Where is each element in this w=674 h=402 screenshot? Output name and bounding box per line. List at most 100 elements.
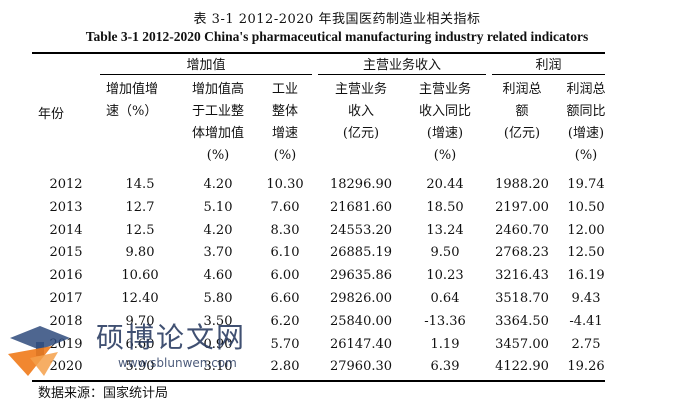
cell-industry-growth: 6.00 [270,268,300,284]
cell-revenue-yoy: 10.23 [426,268,464,284]
source-note: 数据来源：国家统计局 [38,386,169,401]
cell-profit: 2460.70 [495,222,549,238]
cell-revenue-yoy: 1.19 [430,336,460,352]
cell-year: 2018 [49,313,83,329]
cell-added-value-growth: 10.60 [121,268,159,284]
cell-profit: 2768.23 [495,245,549,261]
cell-revenue: 29635.86 [329,268,393,284]
table-row: 2018 9.70 3.50 6.20 25840.00 -13.36 3364.50 -4.… [0,311,674,333]
header-revenue: 主营业务 收入 (亿元) [334,82,387,141]
cell-profit-yoy: 2.75 [571,336,601,352]
cell-profit: 3457.00 [495,336,549,352]
cell-industry-growth: 7.60 [270,199,300,215]
cell-added-value-over-industry: 0.90 [203,336,233,352]
cell-year: 2020 [49,359,83,375]
cell-revenue: 27960.30 [329,359,393,375]
cell-revenue-yoy: 13.24 [426,222,464,238]
cell-revenue-yoy: 0.64 [430,291,460,306]
top-rule [32,52,605,54]
cell-year: 2014 [49,222,83,238]
group-header-added-value: 增加值 [186,58,226,73]
table-row: 2019 6.60 0.90 5.70 26147.40 1.19 3457.00 2.75 [0,334,674,356]
bottom-rule [32,380,605,382]
header-profit: 利润总 额 (亿元) [502,82,542,141]
cell-year: 2015 [49,245,83,261]
cell-added-value-over-industry: 5.80 [203,291,233,306]
cell-revenue: 18296.90 [329,177,393,192]
cell-revenue: 21681.60 [329,199,393,215]
header-industry-growth: 工业 整体 增速 (%) [271,82,298,163]
cell-profit: 2197.00 [495,199,549,215]
cell-revenue-yoy: 20.44 [426,177,464,192]
table-row: 2017 12.40 5.80 6.60 29826.00 0.64 3518.70 9.43 [0,288,674,310]
cell-profit: 1988.20 [495,177,549,192]
cell-added-value-over-industry: 3.70 [203,245,233,261]
cell-added-value-over-industry: 3.10 [203,359,233,375]
header-profit-yoy: 利润总 额同比 (增速) (%) [566,82,606,163]
cell-added-value-growth: 12.7 [125,199,155,215]
cell-profit: 3364.50 [495,313,549,329]
cell-added-value-over-industry: 5.10 [203,199,233,215]
cell-revenue: 25840.00 [329,313,393,329]
cell-added-value-growth: 5.90 [125,359,155,375]
cell-year: 2016 [49,268,83,284]
header-added-value-over-industry: 增加值高 于工业整 体增加值 (%) [191,82,244,163]
cell-year: 2019 [49,336,83,352]
cell-industry-growth: 2.80 [270,359,300,375]
table-row: 2014 12.5 4.20 8.30 24553.20 13.24 2460.70 12.0… [0,220,674,242]
cell-revenue-yoy: 18.50 [426,199,464,215]
cell-added-value-growth: 14.5 [125,177,155,192]
cell-profit-yoy: 12.00 [567,222,605,238]
cell-revenue-yoy: -13.36 [424,313,466,329]
cell-industry-growth: 8.30 [270,222,300,238]
group-rule-added-value [100,74,312,75]
cell-industry-growth: 6.60 [270,291,300,306]
watermark-text: 硕博论文网 [96,321,247,354]
group-header-revenue: 主营业务收入 [362,58,441,73]
cell-profit-yoy: -4.41 [569,313,603,329]
group-header-profit: 利润 [535,58,562,73]
cell-revenue: 26885.19 [329,245,393,261]
cell-industry-growth: 10.30 [266,177,304,192]
cell-revenue: 24553.20 [329,222,393,238]
cell-revenue-yoy: 9.50 [430,245,460,261]
group-rule-profit [492,74,605,75]
cell-profit: 4122.90 [495,359,549,375]
table-row: 2016 10.60 4.60 6.00 29635.86 10.23 3216.43 16.… [0,265,674,287]
cell-profit-yoy: 10.50 [567,199,605,215]
cell-added-value-over-industry: 3.50 [203,313,233,329]
cell-added-value-growth: 6.60 [125,336,155,352]
cell-added-value-over-industry: 4.20 [203,177,233,192]
cell-added-value-over-industry: 4.20 [203,222,233,238]
cell-industry-growth: 6.20 [270,313,300,329]
cell-revenue: 26147.40 [329,336,393,352]
watermark-url: www.sblunwen.com [118,356,237,370]
table-row: 2013 12.7 5.10 7.60 21681.60 18.50 2197.00 10.5… [0,197,674,219]
cell-revenue-yoy: 6.39 [430,359,460,375]
cell-added-value-growth: 9.80 [125,245,155,261]
cell-industry-growth: 5.70 [270,336,300,352]
cell-revenue: 29826.00 [329,291,393,306]
cell-profit-yoy: 19.26 [567,359,605,375]
table-row: 2012 14.5 4.20 10.30 18296.90 20.44 1988.20 19.… [0,174,674,196]
cell-profit-yoy: 19.74 [567,177,605,192]
group-rule-revenue [318,74,486,75]
cell-added-value-growth: 9.70 [125,313,155,329]
cell-profit: 3518.70 [495,291,549,306]
table-row: 2020 5.90 3.10 2.80 27960.30 6.39 4122.90 19.26 [0,356,674,378]
cell-year: 2013 [49,199,83,215]
table-caption-en: Table 3-1 2012-2020 China's pharmaceutic… [85,29,589,44]
cell-profit: 3216.43 [495,268,549,284]
cell-profit-yoy: 12.50 [567,245,605,261]
cell-year: 2017 [49,291,83,306]
table-row: 2015 9.80 3.70 6.10 26885.19 9.50 2768.23 12.50 [0,242,674,264]
cell-added-value-growth: 12.5 [125,222,155,238]
cell-profit-yoy: 9.43 [571,291,601,306]
header-year: 年份 [38,107,65,122]
table-caption-cn: 表 3-1 2012-2020 年我国医药制造业相关指标 [193,12,481,27]
cell-industry-growth: 6.10 [270,245,300,261]
header-added-value-growth: 增加值增 速（%） [106,82,159,119]
header-revenue-yoy: 主营业务 收入同比 (增速) (%) [418,82,471,163]
cell-year: 2012 [49,177,83,192]
cell-added-value-over-industry: 4.60 [203,268,233,284]
